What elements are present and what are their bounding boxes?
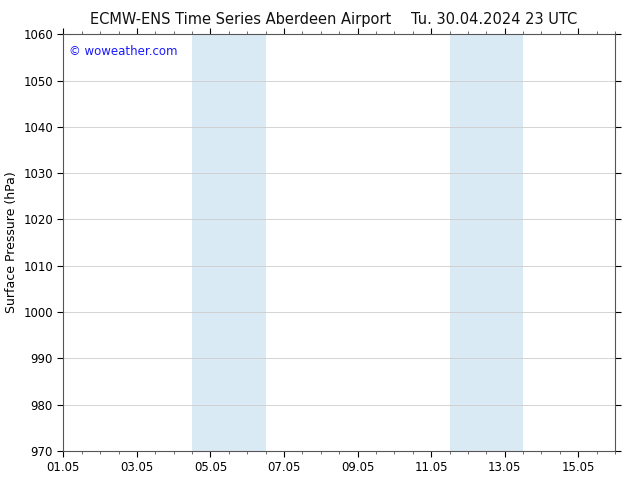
Bar [450, 34, 523, 451]
Bar [192, 34, 266, 451]
Text: ECMW-ENS Time Series Aberdeen Airport: ECMW-ENS Time Series Aberdeen Airport [90, 12, 392, 27]
Y-axis label: Surface Pressure (hPa): Surface Pressure (hPa) [4, 172, 18, 314]
Text: © woweather.com: © woweather.com [69, 45, 178, 58]
Text: Tu. 30.04.2024 23 UTC: Tu. 30.04.2024 23 UTC [411, 12, 578, 27]
